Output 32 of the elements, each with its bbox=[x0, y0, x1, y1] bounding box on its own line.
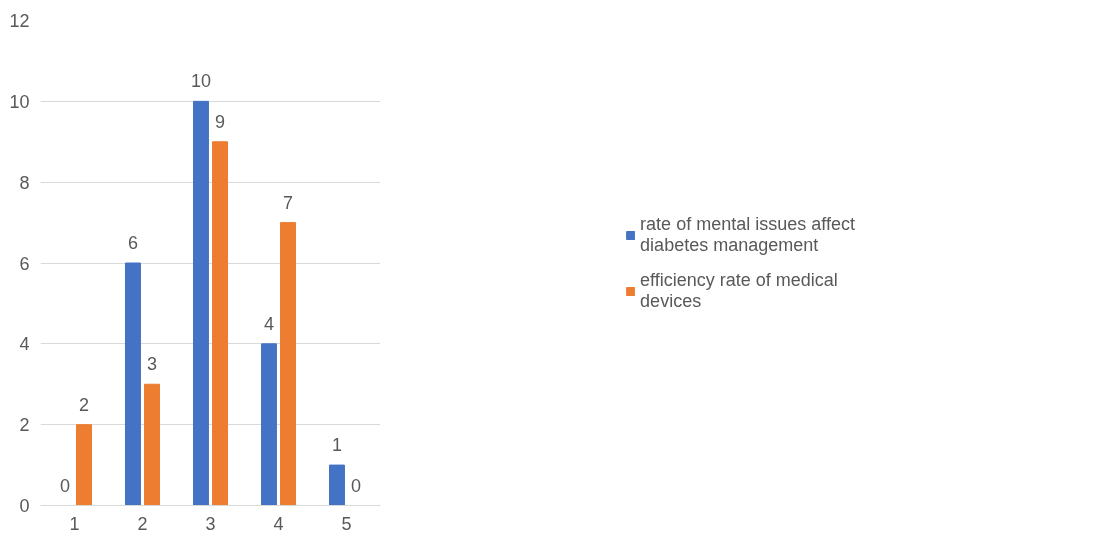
x-tick-label: 5 bbox=[341, 513, 352, 534]
y-tick-label: 10 bbox=[9, 91, 30, 112]
x-tick-label: 4 bbox=[273, 513, 284, 534]
bar bbox=[125, 262, 141, 506]
data-label: 0 bbox=[351, 475, 362, 496]
bar bbox=[144, 383, 160, 506]
legend-label: efficiency rate of medical devices bbox=[640, 269, 838, 312]
bar bbox=[329, 464, 345, 506]
y-tick-label: 8 bbox=[19, 172, 30, 193]
bar bbox=[261, 343, 277, 506]
y-tick-label: 0 bbox=[19, 496, 30, 516]
data-label: 7 bbox=[283, 192, 294, 213]
legend-label: rate of mental issues affect diabetes management bbox=[640, 213, 855, 256]
data-label: 6 bbox=[127, 233, 138, 253]
bar bbox=[212, 141, 228, 506]
y-tick-label: 4 bbox=[19, 334, 30, 355]
bar bbox=[280, 222, 296, 506]
data-label: 9 bbox=[215, 111, 226, 132]
x-tick-label: 1 bbox=[69, 513, 80, 534]
bar bbox=[193, 100, 209, 506]
data-label: 10 bbox=[190, 71, 211, 92]
bar bbox=[76, 424, 92, 506]
data-label: 3 bbox=[147, 354, 158, 375]
x-tick-label: 2 bbox=[137, 513, 148, 534]
data-label: 4 bbox=[263, 313, 274, 334]
x-tick-label: 3 bbox=[205, 513, 216, 534]
y-tick-label: 6 bbox=[19, 253, 30, 274]
data-label: 0 bbox=[59, 475, 70, 496]
y-tick-label: 12 bbox=[9, 11, 30, 31]
data-label: 2 bbox=[79, 394, 90, 415]
data-label: 1 bbox=[331, 435, 342, 456]
y-tick-label: 2 bbox=[19, 415, 30, 436]
